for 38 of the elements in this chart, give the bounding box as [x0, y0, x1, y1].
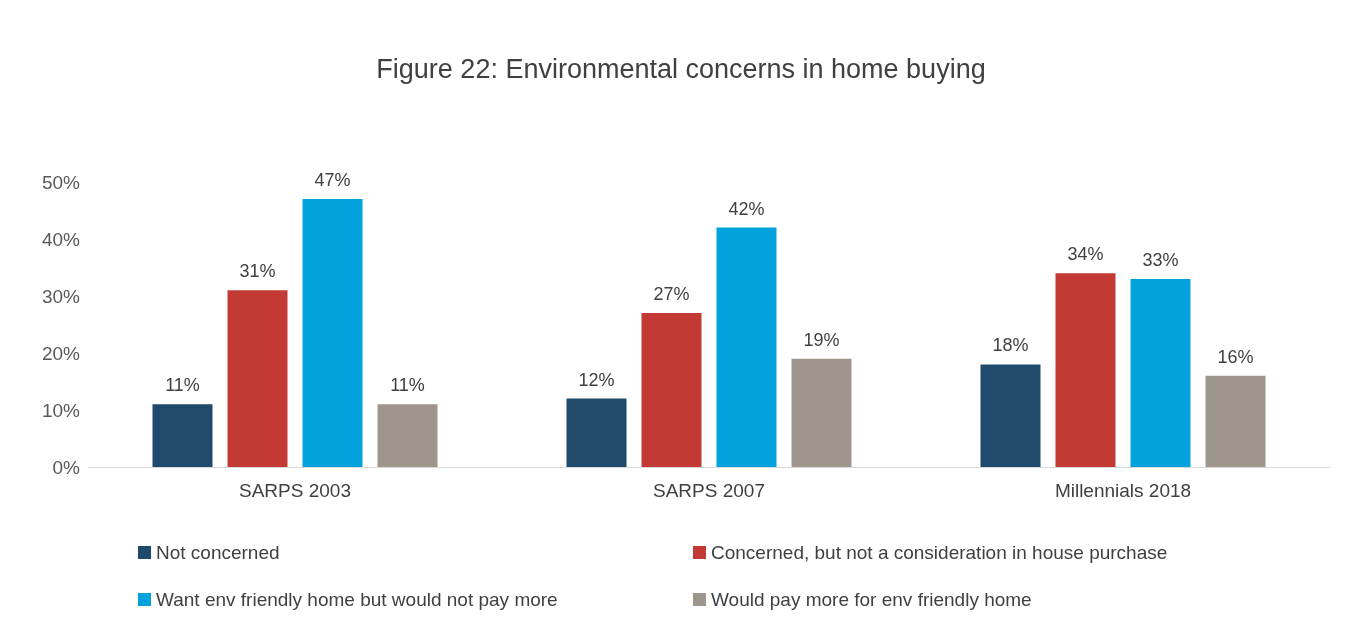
data-label: 31%: [239, 261, 276, 282]
data-label: 42%: [728, 198, 765, 219]
x-tick-label: Millennials 2018: [1054, 480, 1192, 501]
data-label: 16%: [1217, 346, 1254, 367]
y-tick-label: 20%: [41, 342, 81, 364]
bar: [566, 398, 627, 467]
y-tick-label: 50%: [41, 171, 81, 193]
bar: [980, 364, 1041, 467]
bar: [716, 227, 777, 467]
legend-label: Concerned, but not a consideration in house purchase: [711, 542, 1168, 563]
bar: [152, 404, 213, 467]
legend-label: Would pay more for env friendly home: [711, 589, 1032, 610]
y-tick-label: 40%: [41, 228, 81, 250]
bar: [791, 358, 852, 467]
bar: [641, 313, 702, 467]
data-label: 27%: [653, 284, 690, 305]
bar: [302, 199, 363, 467]
legend-label: Want env friendly home but would not pay more: [156, 589, 558, 610]
bar: [377, 404, 438, 467]
x-tick-label: SARPS 2007: [653, 480, 765, 501]
y-tick-label: 10%: [41, 399, 81, 421]
data-label: 47%: [314, 170, 351, 191]
data-label: 12%: [578, 369, 615, 390]
data-label: 19%: [803, 329, 840, 350]
legend-label: Not concerned: [156, 542, 280, 563]
bar: [1205, 375, 1266, 467]
data-label: 11%: [165, 375, 200, 396]
data-label: 18%: [992, 335, 1029, 356]
bar: [1055, 273, 1116, 467]
data-label: 34%: [1067, 244, 1104, 265]
bar: [1130, 278, 1191, 467]
bar: [227, 290, 288, 467]
y-tick-label: 30%: [41, 285, 81, 307]
data-label: 33%: [1142, 249, 1179, 270]
y-tick-label: 0%: [52, 456, 81, 478]
data-label: 11%: [390, 375, 425, 396]
x-tick-label: SARPS 2003: [239, 480, 351, 501]
chart-title: Figure 22: Environmental concerns in home buying: [376, 53, 986, 84]
